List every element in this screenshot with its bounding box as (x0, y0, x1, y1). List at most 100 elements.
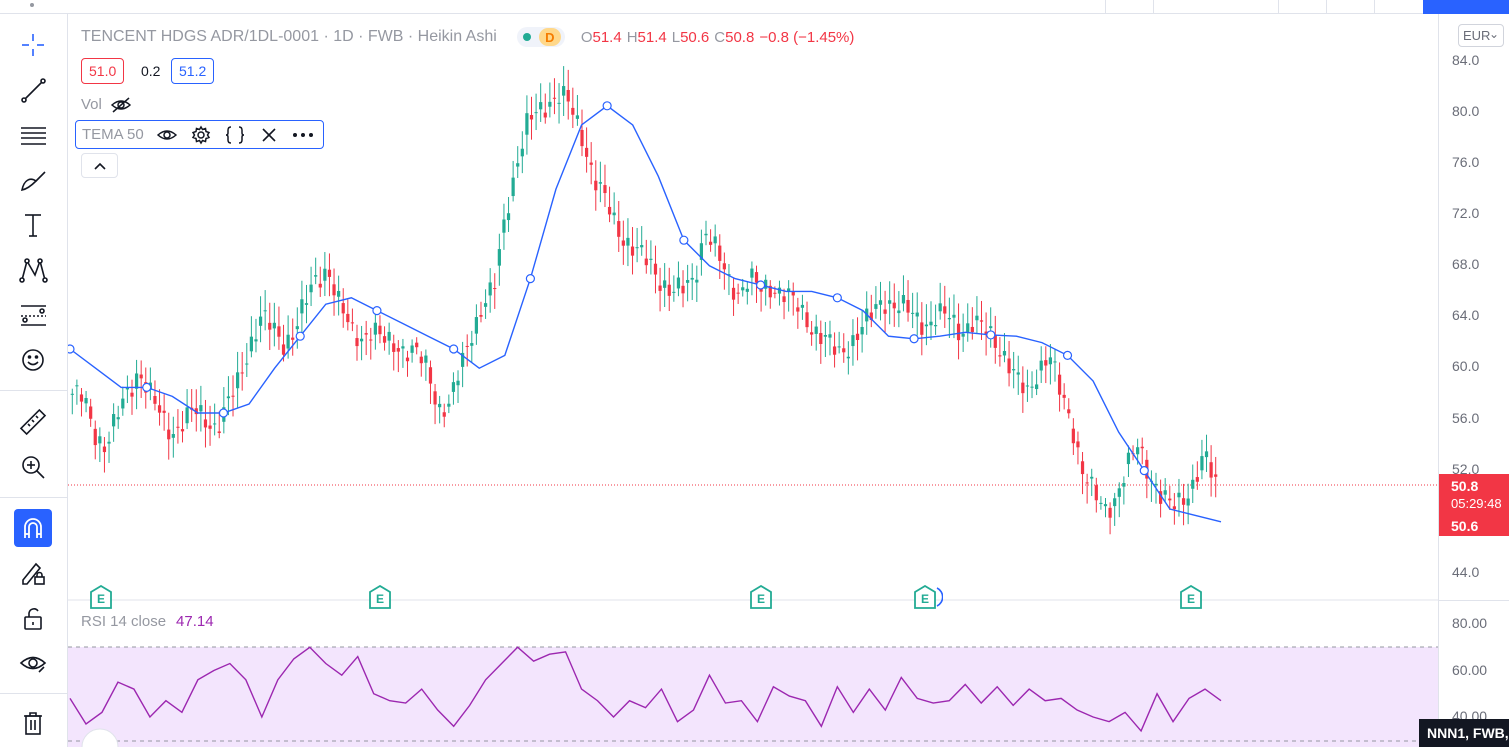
candle-body (1200, 456, 1204, 471)
measure-tool[interactable] (14, 403, 52, 441)
candle-body (658, 285, 662, 291)
lock-icon (24, 608, 42, 630)
forecast-tool[interactable] (14, 296, 52, 334)
fib-tool[interactable] (14, 116, 52, 154)
lock-tool[interactable] (14, 599, 52, 637)
candle-body (672, 291, 676, 293)
candle-body (139, 374, 143, 379)
candle-body (851, 335, 855, 347)
brush-icon (20, 171, 46, 192)
candle-body (1035, 384, 1039, 390)
crosshair-tool[interactable] (14, 26, 52, 64)
hide-drawings-tool[interactable] (14, 644, 52, 682)
sell-button[interactable]: 51.0 (81, 57, 125, 84)
tema-marker (449, 344, 459, 354)
earnings-marker[interactable]: E (368, 585, 392, 609)
candle-body (428, 367, 433, 384)
candle-body (731, 287, 736, 300)
symbol-title[interactable]: TENCENT HDGS ADR/1DL-0001 · 1D · FWB · H… (81, 28, 497, 45)
candle-body (943, 306, 947, 314)
earnings-marker[interactable]: E (89, 585, 113, 609)
candle-body (598, 182, 602, 184)
candle-body (121, 398, 125, 409)
magnet-tool[interactable] (14, 509, 52, 547)
candle-body (1076, 441, 1080, 448)
source-code-icon[interactable] (224, 124, 246, 146)
candle-body (337, 290, 341, 297)
candle-body (447, 403, 451, 407)
market-status-pill[interactable]: D (516, 27, 565, 47)
zoom-tool[interactable] (14, 448, 52, 486)
candle-body (208, 425, 212, 429)
tema-markers (68, 101, 1149, 476)
eye-icon[interactable] (156, 124, 178, 146)
candle-body (213, 423, 217, 425)
candle-body (1094, 485, 1098, 501)
collapse-legend-button[interactable] (81, 153, 118, 178)
candle-body (933, 325, 938, 327)
rsi-tick: 80.00 (1452, 615, 1488, 631)
candle-body (1044, 360, 1048, 366)
candle-body (713, 236, 717, 244)
gear-icon[interactable] (190, 124, 212, 146)
candle-body (236, 372, 240, 389)
currency-select[interactable]: EUR ⌄ (1458, 24, 1504, 47)
trend-line-tool[interactable] (14, 71, 52, 109)
candle-body (782, 296, 786, 303)
candle-body (924, 324, 929, 327)
eye-off-icon[interactable] (110, 96, 132, 113)
candle-body (874, 304, 878, 309)
candle-body (979, 320, 984, 322)
candle-body (438, 403, 442, 408)
price-tick: 44.0 (1452, 564, 1480, 580)
candle-body (1158, 491, 1163, 504)
rsi-value: 47.14 (176, 613, 214, 630)
lock-drawing-tool[interactable] (14, 554, 52, 592)
chart-pane[interactable]: E E E E E (68, 14, 1438, 747)
menu-dot-icon[interactable] (30, 3, 34, 7)
tema-marker (525, 274, 535, 284)
candle-body (199, 405, 203, 412)
candle-body (708, 241, 713, 245)
toolbar-separator (1326, 0, 1327, 14)
candle-body (520, 148, 524, 157)
candle-body (617, 221, 621, 237)
candle-body (1154, 483, 1158, 486)
price-tick: 60.0 (1452, 358, 1480, 374)
publish-button[interactable] (1423, 0, 1509, 14)
price-chart[interactable] (68, 14, 1438, 747)
close-icon[interactable] (258, 124, 280, 146)
tema-marker (986, 330, 996, 340)
emoji-tool[interactable] (14, 341, 52, 379)
price-scale[interactable]: EUR ⌄ 84.0 80.0 76.0 72.0 68.0 64.0 60.0 … (1438, 14, 1509, 747)
brush-tool[interactable] (14, 161, 52, 199)
candle-body (1002, 350, 1007, 356)
tema-label: TEMA 50 (82, 126, 144, 143)
candle-body (332, 284, 336, 296)
candle-body (1048, 357, 1052, 365)
candle-body (686, 280, 690, 283)
pattern-tool[interactable] (14, 251, 52, 289)
last-price-tag: 50.8 05:29:48 (1439, 474, 1509, 516)
rsi-legend[interactable]: RSI 14 close 47.14 (81, 613, 214, 630)
scroll-handle[interactable] (81, 728, 119, 747)
remove-drawings-tool[interactable] (14, 704, 52, 742)
tema-legend[interactable]: TEMA 50 (75, 120, 324, 149)
candle-body (203, 419, 208, 428)
tema-marker (832, 293, 842, 303)
text-tool[interactable] (14, 206, 52, 244)
earnings-marker[interactable]: E (749, 585, 773, 609)
toolbar-separator (1374, 0, 1375, 14)
svg-text:E: E (757, 592, 765, 606)
volume-legend[interactable]: Vol (81, 96, 132, 113)
chevron-up-icon (93, 162, 106, 170)
svg-text:E: E (376, 592, 384, 606)
earnings-marker[interactable]: E (1179, 585, 1203, 609)
ohlc-values: O51.4 H51.4 L50.6 C50.8 −0.8 (−1.45%) (580, 28, 855, 46)
candle-body (915, 312, 919, 317)
earnings-marker[interactable]: E (913, 585, 943, 609)
buy-button[interactable]: 51.2 (171, 57, 215, 84)
more-icon[interactable] (292, 124, 314, 146)
candle-body (1195, 477, 1199, 482)
candle-body (176, 426, 180, 428)
